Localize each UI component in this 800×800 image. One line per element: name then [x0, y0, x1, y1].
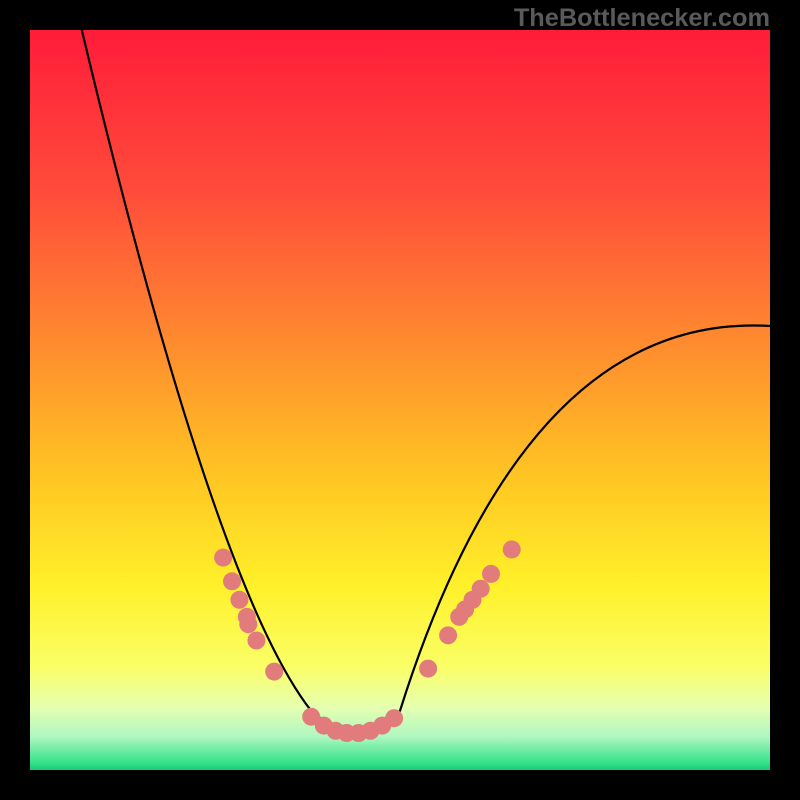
curve-marker: [503, 540, 521, 558]
curve-marker: [265, 663, 283, 681]
curve-marker: [247, 632, 265, 650]
curve-marker: [223, 572, 241, 590]
curve-marker: [230, 591, 248, 609]
curve-marker: [214, 549, 232, 567]
curve-marker: [482, 565, 500, 583]
curve-marker: [239, 615, 257, 633]
curve-layer: [30, 30, 770, 770]
plot-area: [30, 30, 770, 770]
watermark-text: TheBottlenecker.com: [514, 4, 770, 33]
curve-marker: [419, 660, 437, 678]
curve-marker: [385, 709, 403, 727]
curve-marker: [439, 626, 457, 644]
bottleneck-curve: [82, 30, 770, 731]
curve-marker: [472, 580, 490, 598]
